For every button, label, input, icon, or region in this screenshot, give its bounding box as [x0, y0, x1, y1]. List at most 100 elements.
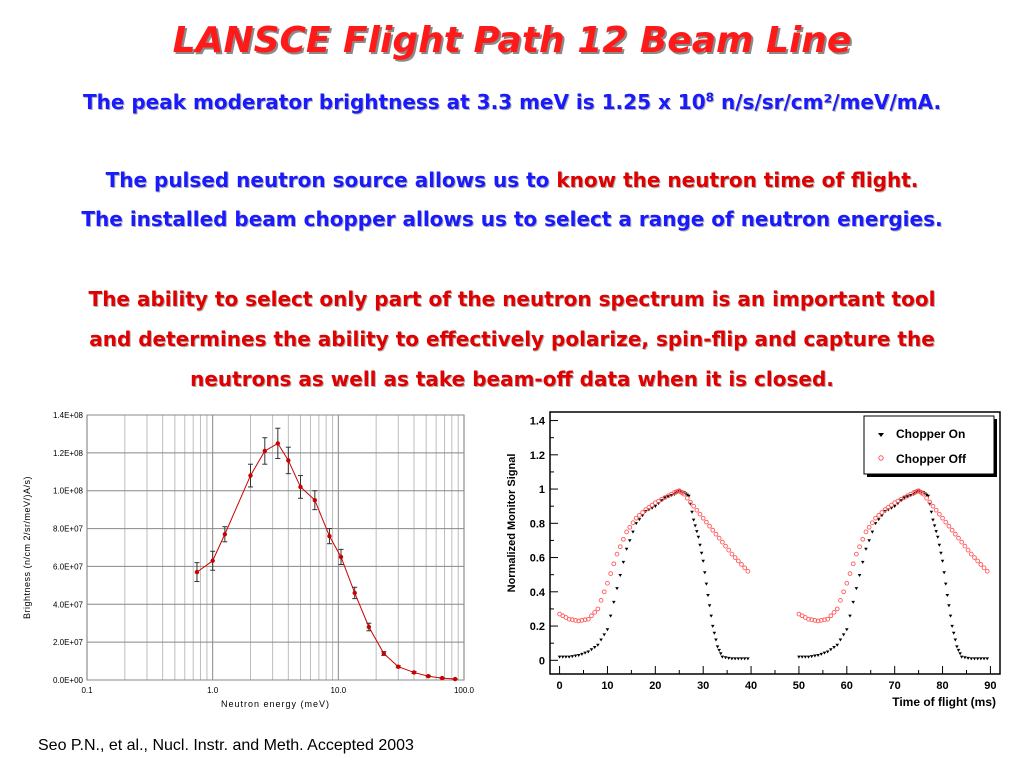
chopper-on-point [854, 587, 859, 591]
chopper-on-point [950, 624, 954, 628]
chopper-off-point [576, 618, 582, 624]
chopper-off-point [822, 617, 827, 623]
chopper-on-point [940, 559, 945, 563]
chopper-on-point [557, 655, 562, 659]
chopper-off-point [735, 558, 741, 564]
chopper-on-point [659, 499, 664, 503]
x-tick-label: 100.0 [454, 686, 475, 695]
chopper-on-point [718, 652, 723, 656]
chopper-on-point [860, 560, 865, 564]
chopper-on-point [742, 657, 747, 661]
chopper-off-point [707, 523, 712, 529]
x-axis-label: Neutron energy (meV) [221, 699, 330, 709]
chopper-on-point [576, 653, 581, 657]
chopper-off-point [850, 561, 856, 567]
chopper-off-point [598, 598, 604, 603]
chopper-off-point [729, 551, 735, 557]
data-point [222, 532, 228, 537]
x-axis-label: Time of flight (ms) [892, 695, 996, 709]
chopper-off-point [573, 617, 578, 623]
plot-area [86, 414, 465, 681]
chopper-off-point [739, 562, 744, 567]
chopper-off-point [940, 515, 945, 521]
chopper-on-point [631, 530, 635, 534]
x-tick-label: 80 [936, 680, 948, 692]
y-tick-label: 0.8 [530, 518, 545, 530]
chopper-on-point [589, 648, 594, 652]
chopper-on-point [942, 571, 946, 575]
chopper-off-point [815, 618, 821, 624]
chopper-off-point [723, 543, 728, 549]
chopper-on-point [573, 654, 578, 658]
chopper-off-point [640, 510, 645, 515]
chopper-on-point [797, 655, 801, 659]
chopper-on-point [939, 551, 943, 555]
x-tick-label: 0 [557, 680, 563, 692]
chopper-off-point [924, 495, 929, 501]
chopper-on-point [599, 638, 603, 642]
y-tick-label: 0.0E+00 [53, 676, 84, 685]
importance-line-1: The ability to select only part of the n… [88, 287, 936, 311]
chopper-on-point [567, 655, 571, 659]
data-point [352, 590, 357, 596]
y-tick-label: 1.4 [530, 416, 546, 428]
y-tick-label: 1.2E+08 [53, 449, 84, 458]
chopper-on-point [720, 655, 725, 659]
chopper-on-point [723, 656, 728, 660]
chopper-on-point [707, 604, 712, 608]
chopper-on-point [932, 524, 937, 528]
chopper-on-point [876, 518, 881, 522]
chopper-off-point [713, 531, 719, 537]
x-tick-label: 1.0 [207, 686, 219, 695]
chopper-on-point [948, 614, 953, 618]
chopper-off-point [742, 565, 748, 571]
chopper-on-point [955, 645, 959, 649]
chopper-on-point [934, 530, 938, 534]
y-tick-label: 1.0E+08 [53, 487, 84, 496]
chopper-off-point [949, 527, 955, 533]
chopper-off-point [965, 547, 971, 553]
chopper-off-point [806, 616, 811, 622]
chopper-off-point [630, 520, 636, 526]
chopper-on-point [714, 638, 718, 642]
chopper-on-point [953, 638, 958, 642]
chopper-on-point [612, 600, 616, 604]
chopper-on-point [845, 628, 849, 632]
chopper-off-point [818, 617, 824, 623]
chopper-off-point [946, 523, 952, 529]
chopper-on-point [985, 657, 990, 661]
chopper-on-point [937, 543, 942, 547]
chopper-on-point [864, 547, 868, 551]
legend-label-chopper-on: Chopper On [896, 427, 965, 441]
chopper-off-point [885, 504, 891, 510]
brightness-statement: The peak moderator brightness at 3.3 meV… [0, 90, 1024, 114]
chopper-off-point [716, 535, 722, 541]
chopper-on-point [841, 633, 846, 637]
y-axis-label: Brightness (n/cm 2/sr/meV/)A/s) [22, 476, 32, 619]
chopper-on-point [838, 638, 843, 642]
chopper-on-point [706, 594, 710, 598]
data-point [381, 651, 386, 656]
chopper-on-point [605, 628, 610, 632]
chopper-off-point [637, 512, 642, 518]
chopper-on-point [905, 495, 910, 499]
chopper-on-point [698, 543, 702, 547]
chopper-off-point [959, 539, 965, 545]
chopper-off-point [927, 499, 933, 505]
chopper-on-point [947, 604, 951, 608]
legend-marker-chopper-on [878, 433, 884, 437]
chopper-on-point [835, 643, 840, 647]
chopper-off-point [700, 515, 706, 521]
chopper-off-point [975, 558, 981, 564]
brightness-chart: 0.0E+00 2.0E+07 4.0E+07 6.0E+07 8.0E+07 1.0E+… [22, 411, 475, 709]
brightness-text: The peak moderator brightness at 3.3 meV… [82, 90, 706, 114]
chopper-on-point [825, 650, 830, 654]
chopper-off-point [876, 512, 882, 518]
chopper-on-point [733, 657, 737, 661]
chopper-on-point [666, 495, 670, 499]
chopper-on-point [717, 648, 721, 652]
chopper-off-point [710, 527, 716, 533]
chopper-on-point [819, 652, 824, 656]
chopper-on-point [931, 518, 935, 522]
chopper-on-point [624, 547, 629, 551]
